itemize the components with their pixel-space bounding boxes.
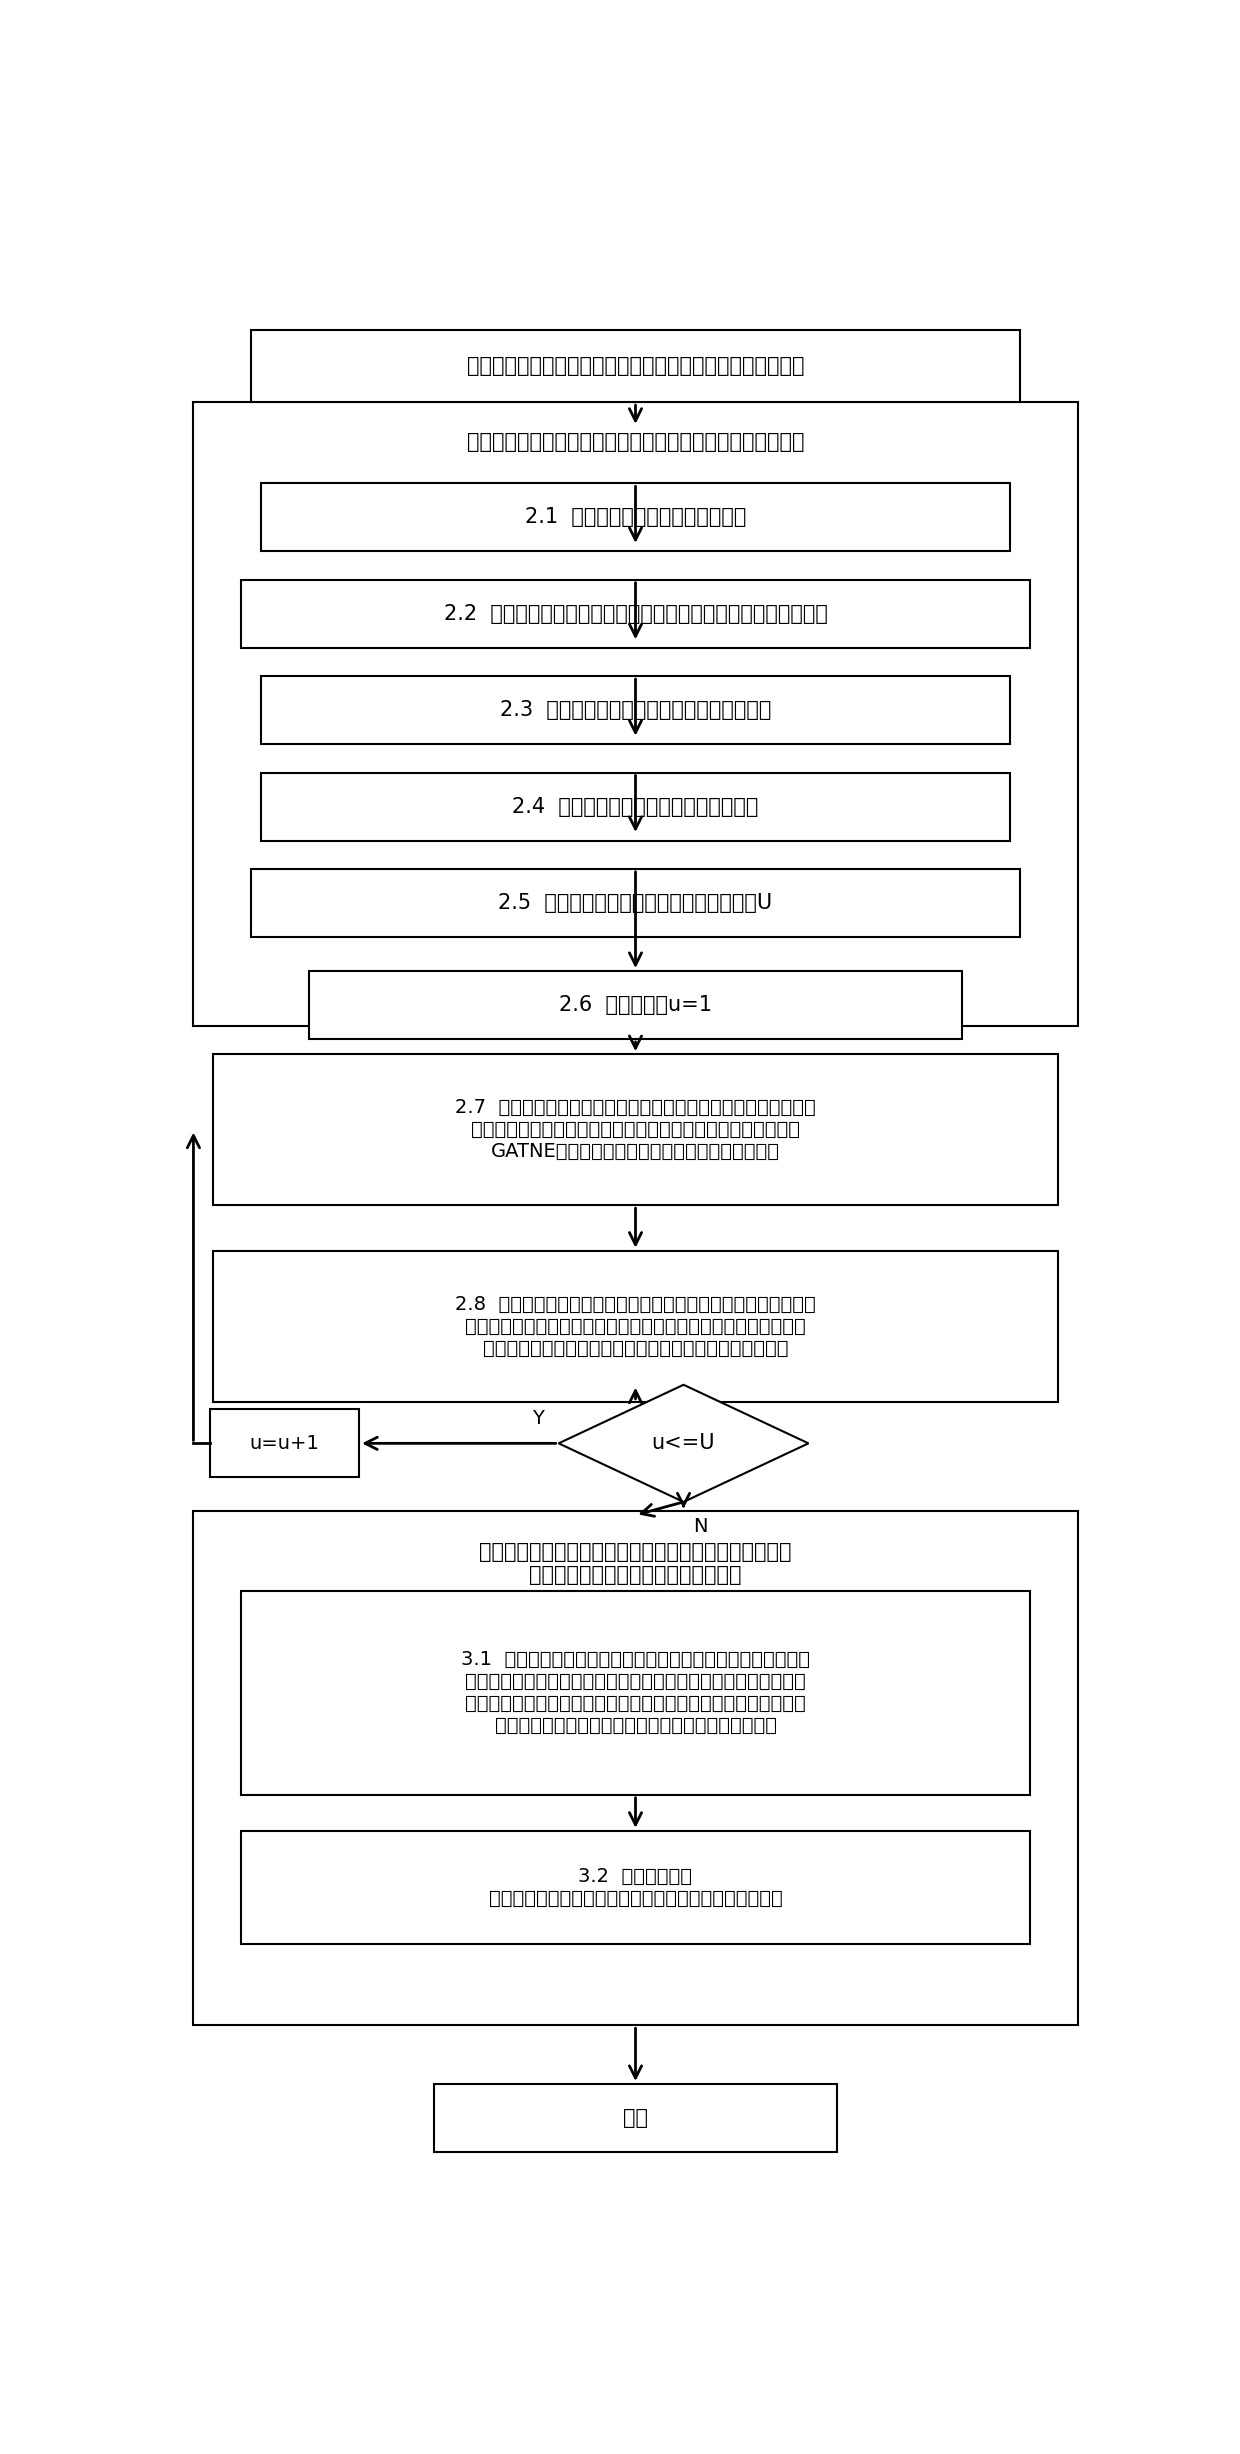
Text: 3.1  移动终端从云端获取应用启动预测模型，获取当前时间、位
置、前序应用节点的相关数据，根据带属性的异构网络嵌入模型得
到对应的嵌入表示向量，串联三个嵌入表: 3.1 移动终端从云端获取应用启动预测模型，获取当前时间、位 置、前序应用节点的… <box>461 1649 810 1735</box>
Text: 2.1  移动终端收集应用使用相关数据: 2.1 移动终端收集应用使用相关数据 <box>525 508 746 528</box>
FancyBboxPatch shape <box>250 331 1019 402</box>
FancyBboxPatch shape <box>309 972 962 1038</box>
Text: 2.8  云端训练模块构建单隐层神经网络，根据带属性的异构网络嵌
入模型计算云端训练数据表中每一条记录的时间、位置、前序应用
节点的嵌入表示向量，串联三个向量作: 2.8 云端训练模块构建单隐层神经网络，根据带属性的异构网络嵌 入模型计算云端训… <box>455 1296 816 1357</box>
Polygon shape <box>559 1384 808 1502</box>
FancyBboxPatch shape <box>250 869 1019 937</box>
FancyBboxPatch shape <box>260 773 1011 842</box>
Text: 2.5  令云端训练数据表中不同用户的数量为U: 2.5 令云端训练数据表中不同用户的数量为U <box>498 893 773 913</box>
FancyBboxPatch shape <box>260 483 1011 552</box>
Text: 第一步，构建基于带属性的异构网络嵌入的应用启动加速系统: 第一步，构建基于带属性的异构网络嵌入的应用启动加速系统 <box>466 356 805 375</box>
FancyBboxPatch shape <box>242 1831 1029 1944</box>
Text: 2.4  云端接收并存储训练数据与节点属性: 2.4 云端接收并存储训练数据与节点属性 <box>512 798 759 817</box>
FancyBboxPatch shape <box>434 2083 837 2152</box>
Text: 2.2  移动终端预处理应用使用相关数据，生成训练数据与节点属性: 2.2 移动终端预处理应用使用相关数据，生成训练数据与节点属性 <box>444 604 827 623</box>
Text: u<=U: u<=U <box>652 1433 715 1453</box>
FancyBboxPatch shape <box>213 1055 1058 1205</box>
Text: 2.3  移动终端上传训练数据与节点属性到云端: 2.3 移动终端上传训练数据与节点属性到云端 <box>500 699 771 719</box>
FancyBboxPatch shape <box>260 677 1011 744</box>
Text: Y: Y <box>532 1409 544 1428</box>
FancyBboxPatch shape <box>242 579 1029 648</box>
Text: 2.7  云端模型训练模块从云端训练数据表以及节点属性表中提取数
据构建带属性的异构网络，拆解异构网络生成训练样本对，根据
GATNE方法构建并训练带属性的异构: 2.7 云端模型训练模块从云端训练数据表以及节点属性表中提取数 据构建带属性的异… <box>455 1099 816 1161</box>
Text: 3.2  根据预测结果
请求系统创建应用进程，并且将应用资源提前载入到内存: 3.2 根据预测结果 请求系统创建应用进程，并且将应用资源提前载入到内存 <box>489 1867 782 1907</box>
FancyBboxPatch shape <box>213 1252 1058 1401</box>
FancyBboxPatch shape <box>193 402 1078 1026</box>
Text: u=u+1: u=u+1 <box>249 1433 320 1453</box>
Text: 结束: 结束 <box>622 2108 649 2128</box>
Text: N: N <box>693 1517 708 1536</box>
Text: 2.6  初始化变量u=1: 2.6 初始化变量u=1 <box>559 994 712 1016</box>
FancyBboxPatch shape <box>193 1512 1078 2025</box>
FancyBboxPatch shape <box>211 1409 360 1477</box>
Text: 第三步，移动终端根据应用启动预测模型进行应用预测，
并根据最新预测结果执行应用启动加速: 第三步，移动终端根据应用启动预测模型进行应用预测， 并根据最新预测结果执行应用启… <box>479 1541 792 1585</box>
FancyBboxPatch shape <box>242 1590 1029 1794</box>
Text: 第二步，构建基于带属性的异构网络嵌入的应用启动预测模型: 第二步，构建基于带属性的异构网络嵌入的应用启动预测模型 <box>466 432 805 452</box>
